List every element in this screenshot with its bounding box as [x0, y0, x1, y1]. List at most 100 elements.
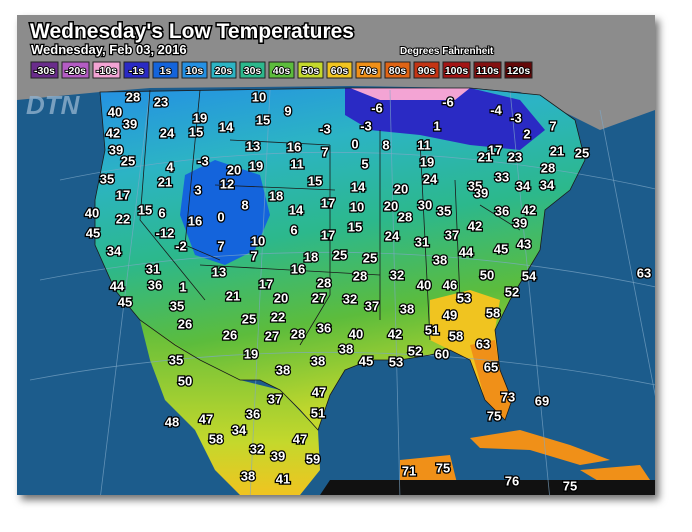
temperature-label: 63 — [637, 265, 651, 280]
temperature-label: 23 — [508, 149, 522, 164]
legend-label: 60s — [331, 65, 349, 77]
temperature-label: -12 — [156, 225, 175, 240]
temperature-label: 34 — [107, 243, 122, 258]
temperature-label: 19 — [193, 110, 207, 125]
temperature-label: 15 — [189, 124, 203, 139]
temperature-label: 11 — [417, 137, 431, 152]
legend-label: 40s — [273, 65, 291, 77]
temperature-label: 28 — [398, 209, 412, 224]
temperature-label: 39 — [271, 448, 285, 463]
temperature-label: 17 — [321, 195, 335, 210]
temperature-label: 31 — [415, 234, 429, 249]
temperature-label: 39 — [109, 142, 123, 157]
temperature-label: 20 — [274, 290, 288, 305]
temperature-label: -3 — [319, 121, 331, 136]
temperature-label: 34 — [232, 422, 247, 437]
temperature-label: 40 — [85, 205, 99, 220]
legend-label: 30s — [244, 65, 262, 77]
temperature-label: 38 — [311, 353, 325, 368]
hispaniola — [580, 465, 650, 482]
temperature-label: 19 — [249, 158, 263, 173]
legend-swatch — [442, 61, 471, 79]
temperature-label: 21 — [226, 288, 240, 303]
temperature-label: 44 — [110, 278, 125, 293]
cold-pocket — [345, 88, 545, 150]
temperature-label: 6 — [290, 222, 297, 237]
temperature-label: 7 — [217, 238, 224, 253]
florida-warm — [470, 340, 512, 420]
temperature-label: 16 — [188, 213, 202, 228]
temperature-label: 75 — [436, 460, 450, 475]
temperature-label: 45 — [118, 294, 132, 309]
temperature-label: 73 — [501, 389, 515, 404]
temperature-label: 34 — [540, 177, 555, 192]
temperature-label: -3 — [197, 153, 209, 168]
legend-label: 20s — [215, 65, 233, 77]
temperature-label: 37 — [445, 227, 459, 242]
temperature-label: 25 — [333, 247, 347, 262]
temperature-label: 16 — [287, 139, 301, 154]
bottom-band — [17, 480, 655, 495]
temperature-label: 24 — [385, 228, 400, 243]
temperature-label: 19 — [244, 346, 258, 361]
legend-label: 50s — [302, 65, 320, 77]
temperature-label: 35 — [100, 171, 114, 186]
cuba — [470, 430, 610, 465]
title: Wednesday's Low Temperatures — [30, 20, 354, 43]
temperature-label: 7 — [549, 118, 556, 133]
temperature-label: 40 — [349, 326, 363, 341]
temperature-label: 20 — [384, 198, 398, 213]
temperature-label: 4 — [166, 159, 174, 174]
temperature-label: 25 — [363, 250, 377, 265]
temperature-label: 10 — [252, 89, 266, 104]
mexico — [140, 320, 320, 495]
temperature-label: 0 — [351, 136, 358, 151]
temperature-label: 37 — [365, 298, 379, 313]
temperature-label: 46 — [443, 277, 457, 292]
temperature-label: 15 — [348, 219, 362, 234]
temperature-label: 21 — [478, 149, 492, 164]
temperature-label: 33 — [495, 169, 509, 184]
temperature-label: 35 — [468, 178, 482, 193]
temperature-label: 47 — [293, 431, 307, 446]
legend-swatch — [473, 61, 502, 79]
logo: DTN — [26, 90, 81, 120]
temperature-label: 32 — [343, 291, 357, 306]
temperature-label: -2 — [175, 238, 187, 253]
temperature-label: 58 — [209, 431, 223, 446]
temperature-label: 5 — [361, 156, 368, 171]
legend-label: 100s — [445, 65, 469, 77]
temperature-label: 58 — [486, 305, 500, 320]
temperature-label: 39 — [513, 215, 527, 230]
temperature-label: 36 — [148, 277, 162, 292]
legend-swatch — [152, 61, 179, 79]
temperature-label: 48 — [165, 414, 179, 429]
temperature-label: 7 — [250, 248, 257, 263]
legend-swatch — [61, 61, 90, 79]
temperature-label: 17 — [321, 227, 335, 242]
temperature-label: -3 — [510, 110, 522, 125]
temperature-label: 49 — [443, 307, 457, 322]
temperature-label: 14 — [351, 179, 366, 194]
temperature-label: 22 — [116, 211, 130, 226]
temperature-label: 37 — [268, 391, 282, 406]
legend-swatch — [268, 61, 295, 79]
temperature-label: 16 — [291, 261, 305, 276]
temperature-label: 25 — [575, 145, 589, 160]
temperature-label: 27 — [265, 328, 279, 343]
temperature-label: 69 — [535, 393, 549, 408]
temperature-label: 40 — [417, 277, 431, 292]
temperature-label: 39 — [123, 116, 137, 131]
temperature-label: 11 — [290, 156, 304, 171]
legend-label: -10s — [96, 65, 117, 77]
legend-swatch — [384, 61, 411, 79]
temperature-label: 42 — [106, 125, 120, 140]
temperature-label: 17 — [116, 187, 130, 202]
temperature-label: 34 — [516, 178, 531, 193]
temperature-label: 47 — [199, 411, 213, 426]
temperature-label: 28 — [291, 326, 305, 341]
temperature-label: 51 — [311, 405, 325, 420]
temperature-label: 17 — [259, 276, 273, 291]
temperature-label: 13 — [246, 138, 260, 153]
